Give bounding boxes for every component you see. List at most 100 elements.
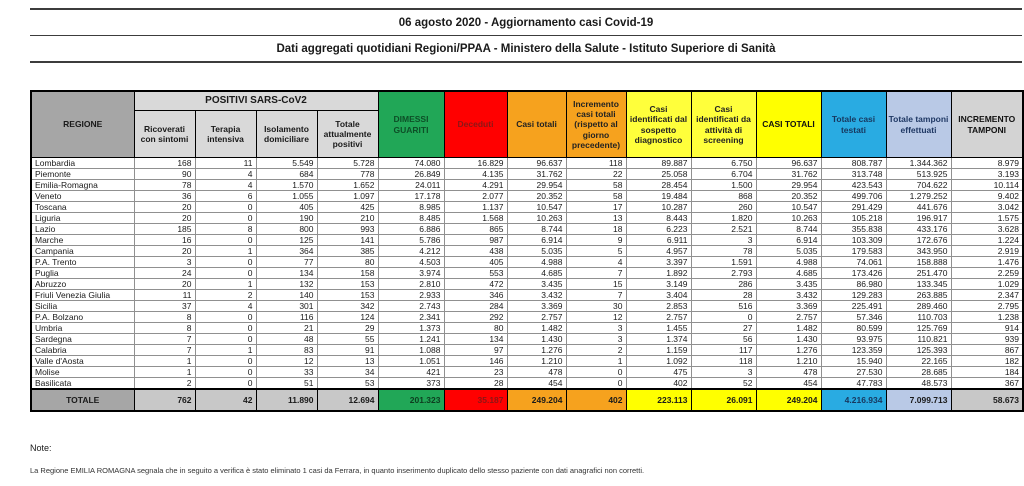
table-row: Veneto 36 6 1.055 1.097 17.178 2.077 20.352 58 19… [30, 190, 1024, 202]
value-cell: 13 [316, 355, 379, 367]
value-cell: 1.500 [690, 179, 757, 191]
value-cell: 172.676 [885, 234, 952, 246]
totale-sospetto-diagnostico: 223.113 [625, 388, 692, 412]
value-cell: 134 [443, 333, 508, 345]
value-cell: 6.886 [377, 223, 445, 235]
col-header-dimessi-guariti: DIMESSI GUARITI [377, 90, 445, 158]
value-cell: 36 [133, 190, 196, 202]
value-cell: 10.287 [625, 201, 692, 213]
region-name: Campania [30, 245, 135, 257]
value-cell: 51 [255, 377, 318, 390]
table-row: Lazio 185 8 800 993 6.886 865 8.744 18 6.223 2.521… [30, 223, 1024, 235]
value-cell: 210 [316, 212, 379, 224]
value-cell: 153 [316, 289, 379, 301]
value-cell: 2.077 [443, 190, 508, 202]
totale-casi-totali: 249.204 [506, 388, 567, 412]
value-cell: 18 [565, 223, 627, 235]
value-cell: 8.744 [755, 223, 822, 235]
value-cell: 0 [690, 311, 757, 323]
region-name: Basilicata [30, 377, 135, 390]
value-cell: 3.369 [506, 300, 567, 312]
value-cell: 5 [565, 245, 627, 257]
value-cell: 56 [690, 333, 757, 345]
value-cell: 405 [443, 256, 508, 268]
value-cell: 7 [133, 344, 196, 356]
value-cell: 158 [316, 267, 379, 279]
region-name: Puglia [30, 267, 135, 279]
value-cell: 3.369 [755, 300, 822, 312]
value-cell: 2 [194, 289, 257, 301]
value-cell: 2.743 [377, 300, 445, 312]
table-header: REGIONE POSITIVI SARS-CoV2 DIMESSI GUARI… [30, 90, 1024, 158]
value-cell: 1.373 [377, 322, 445, 334]
value-cell: 153 [316, 278, 379, 290]
col-header-casi-sospetto-diagnostico: Casi identificati dal sospetto diagnosti… [625, 90, 692, 158]
value-cell: 1.159 [625, 344, 692, 356]
value-cell: 286 [690, 278, 757, 290]
value-cell: 1.591 [690, 256, 757, 268]
value-cell: 1.276 [506, 344, 567, 356]
value-cell: 3 [565, 333, 627, 345]
note-text: La Regione EMILIA ROMAGNA segnala che in… [30, 466, 645, 475]
value-cell: 1.055 [255, 190, 318, 202]
totale-ricoverati: 762 [133, 388, 196, 412]
value-cell: 0 [194, 355, 257, 367]
value-cell: 10.263 [755, 212, 822, 224]
value-cell: 1.088 [377, 344, 445, 356]
value-cell: 0 [194, 234, 257, 246]
value-cell: 3 [690, 366, 757, 378]
value-cell: 1 [194, 245, 257, 257]
value-cell: 2.933 [377, 289, 445, 301]
value-cell: 868 [690, 190, 757, 202]
table-row: Toscana 20 0 405 425 8.985 1.137 10.547 17 10.287… [30, 201, 1024, 213]
value-cell: 5.035 [755, 245, 822, 257]
report-title-line2: Dati aggregati quotidiani Regioni/PPAA -… [276, 43, 776, 55]
value-cell: 30 [565, 300, 627, 312]
totale-isolamento: 11.890 [255, 388, 318, 412]
value-cell: 355.838 [820, 223, 887, 235]
region-name: Calabria [30, 344, 135, 356]
value-cell: 4 [194, 179, 257, 191]
totale-casi-totali-yellow: 249.204 [755, 388, 822, 412]
value-cell: 133.345 [885, 278, 952, 290]
value-cell: 31.762 [506, 168, 567, 180]
value-cell: 96.637 [755, 157, 822, 169]
value-cell: 13 [565, 212, 627, 224]
value-cell: 12 [565, 311, 627, 323]
totale-incremento-tamponi: 58.673 [950, 388, 1024, 412]
value-cell: 58 [565, 179, 627, 191]
value-cell: 185 [133, 223, 196, 235]
value-cell: 1.092 [625, 355, 692, 367]
value-cell: 364 [255, 245, 318, 257]
value-cell: 865 [443, 223, 508, 235]
value-cell: 118 [565, 157, 627, 169]
value-cell: 23 [443, 366, 508, 378]
value-cell: 993 [316, 223, 379, 235]
value-cell: 27 [690, 322, 757, 334]
value-cell: 1.482 [755, 322, 822, 334]
value-cell: 31.762 [755, 168, 822, 180]
value-cell: 1.210 [506, 355, 567, 367]
value-cell: 0 [194, 311, 257, 323]
value-cell: 24 [133, 267, 196, 279]
value-cell: 6.750 [690, 157, 757, 169]
value-cell: 1.575 [950, 212, 1024, 224]
value-cell: 5.035 [506, 245, 567, 257]
value-cell: 27.530 [820, 366, 887, 378]
value-cell: 1.892 [625, 267, 692, 279]
value-cell: 1.210 [755, 355, 822, 367]
value-cell: 1.224 [950, 234, 1024, 246]
table-row: Campania 20 1 364 385 4.212 438 5.035 5 4.957 78 5.… [30, 245, 1024, 257]
value-cell: 78 [133, 179, 196, 191]
value-cell: 16.829 [443, 157, 508, 169]
value-cell: 6 [194, 190, 257, 202]
value-cell: 17.178 [377, 190, 445, 202]
title-box: 06 agosto 2020 - Aggiornamento casi Covi… [30, 8, 1022, 63]
value-cell: 5.728 [316, 157, 379, 169]
value-cell: 4 [565, 256, 627, 268]
value-cell: 96.637 [506, 157, 567, 169]
value-cell: 11 [133, 289, 196, 301]
value-cell: 19.484 [625, 190, 692, 202]
value-cell: 1.455 [625, 322, 692, 334]
col-header-totale-attualmente-positivi: Totale attualmente positivi [316, 110, 379, 158]
